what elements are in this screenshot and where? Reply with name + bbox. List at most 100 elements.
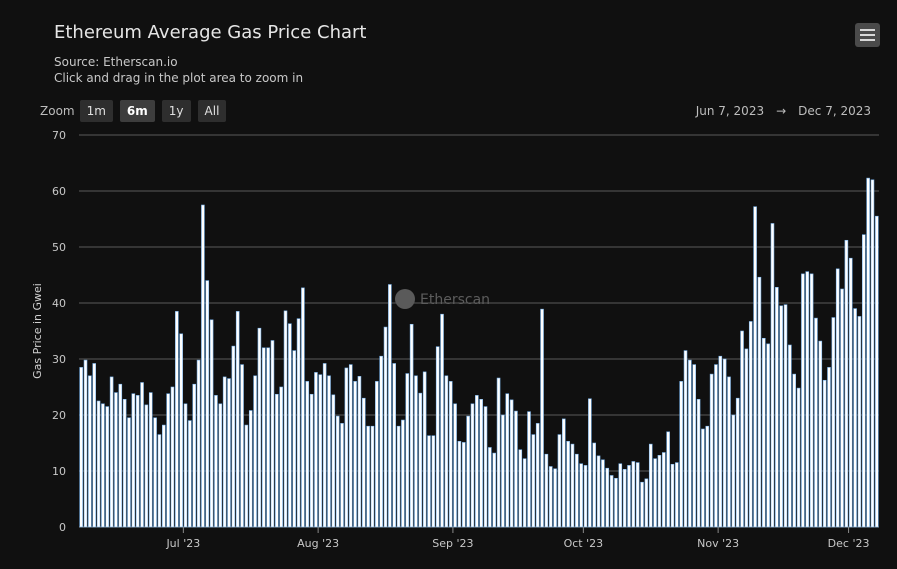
bar[interactable] bbox=[657, 455, 662, 528]
bar[interactable] bbox=[718, 355, 723, 528]
bar[interactable] bbox=[396, 425, 401, 528]
bar[interactable] bbox=[240, 364, 244, 528]
bar[interactable] bbox=[614, 477, 618, 528]
bar[interactable] bbox=[557, 434, 562, 528]
bar[interactable] bbox=[162, 424, 166, 528]
bar[interactable] bbox=[796, 387, 801, 528]
bar[interactable] bbox=[822, 379, 827, 528]
bar[interactable] bbox=[809, 273, 814, 528]
bar[interactable] bbox=[305, 381, 310, 528]
bar[interactable] bbox=[783, 304, 788, 528]
bar[interactable] bbox=[766, 343, 770, 528]
bar[interactable] bbox=[366, 425, 370, 528]
bar[interactable] bbox=[762, 337, 766, 528]
bar[interactable] bbox=[635, 462, 640, 528]
bar[interactable] bbox=[392, 363, 396, 528]
bar[interactable] bbox=[301, 287, 305, 528]
bar[interactable] bbox=[814, 317, 818, 528]
bar[interactable] bbox=[275, 393, 279, 528]
bar[interactable] bbox=[122, 399, 127, 528]
bar[interactable] bbox=[731, 414, 736, 528]
bar[interactable] bbox=[253, 375, 257, 528]
bar[interactable] bbox=[540, 308, 544, 528]
bar[interactable] bbox=[870, 179, 875, 528]
bar[interactable] bbox=[670, 463, 675, 528]
bar[interactable] bbox=[627, 465, 631, 528]
bar[interactable] bbox=[375, 381, 379, 528]
bar[interactable] bbox=[622, 469, 627, 528]
bar[interactable] bbox=[753, 206, 757, 528]
bar[interactable] bbox=[501, 414, 505, 528]
zoom-1m-button[interactable]: 1m bbox=[79, 100, 113, 122]
bar[interactable] bbox=[648, 443, 653, 528]
range-from-input[interactable]: Jun 7, 2023 bbox=[695, 104, 765, 118]
bar[interactable] bbox=[492, 452, 496, 528]
bar[interactable] bbox=[483, 406, 488, 528]
bar[interactable] bbox=[362, 397, 366, 528]
bar[interactable] bbox=[675, 462, 679, 528]
bar[interactable] bbox=[527, 411, 531, 528]
bar[interactable] bbox=[666, 431, 670, 528]
bar[interactable] bbox=[270, 340, 275, 528]
bar[interactable] bbox=[779, 305, 783, 528]
bar[interactable] bbox=[631, 461, 636, 528]
bar[interactable] bbox=[748, 321, 753, 528]
bar[interactable] bbox=[296, 318, 301, 528]
bar[interactable] bbox=[231, 345, 236, 528]
bar[interactable] bbox=[383, 326, 388, 528]
bar[interactable] bbox=[575, 453, 579, 528]
bar[interactable] bbox=[344, 367, 349, 528]
bar[interactable] bbox=[805, 271, 810, 528]
bar[interactable] bbox=[792, 373, 796, 528]
bar[interactable] bbox=[770, 223, 775, 528]
bar[interactable] bbox=[79, 367, 83, 528]
bar[interactable] bbox=[157, 434, 162, 528]
bar[interactable] bbox=[288, 323, 292, 528]
bar[interactable] bbox=[318, 374, 323, 528]
bar[interactable] bbox=[840, 288, 844, 528]
bar[interactable] bbox=[427, 435, 431, 528]
bar[interactable] bbox=[505, 393, 510, 528]
bar[interactable] bbox=[405, 373, 410, 528]
bar[interactable] bbox=[592, 442, 596, 528]
bar[interactable] bbox=[609, 475, 614, 528]
bar[interactable] bbox=[244, 424, 249, 528]
bar[interactable] bbox=[548, 466, 553, 528]
bar[interactable] bbox=[379, 355, 383, 528]
bar[interactable] bbox=[114, 392, 118, 528]
bar[interactable] bbox=[109, 376, 114, 528]
bar[interactable] bbox=[683, 350, 688, 528]
bar[interactable] bbox=[488, 447, 492, 528]
bar[interactable] bbox=[353, 381, 357, 528]
bar[interactable] bbox=[83, 359, 88, 528]
bar[interactable] bbox=[218, 403, 223, 528]
bar[interactable] bbox=[553, 468, 557, 528]
bar[interactable] bbox=[127, 417, 131, 528]
bar[interactable] bbox=[140, 382, 144, 528]
bar[interactable] bbox=[175, 311, 179, 528]
bar[interactable] bbox=[583, 465, 588, 528]
bar[interactable] bbox=[566, 441, 570, 528]
bar[interactable] bbox=[201, 204, 205, 528]
bar[interactable] bbox=[222, 376, 227, 528]
bar[interactable] bbox=[544, 453, 549, 528]
bar[interactable] bbox=[827, 367, 831, 528]
bar[interactable] bbox=[596, 455, 601, 528]
bar[interactable] bbox=[331, 394, 336, 528]
bar[interactable] bbox=[327, 375, 331, 528]
bar[interactable] bbox=[705, 425, 710, 528]
bar[interactable] bbox=[496, 377, 501, 528]
bar[interactable] bbox=[775, 287, 779, 528]
bar[interactable] bbox=[844, 239, 849, 528]
zoom-1y-button[interactable]: 1y bbox=[161, 100, 191, 122]
bar[interactable] bbox=[409, 323, 414, 528]
bar[interactable] bbox=[709, 373, 714, 528]
bar[interactable] bbox=[605, 467, 610, 528]
bar[interactable] bbox=[801, 273, 805, 528]
bar[interactable] bbox=[448, 381, 453, 528]
bar[interactable] bbox=[348, 364, 353, 528]
bar[interactable] bbox=[701, 428, 705, 528]
bar[interactable] bbox=[192, 383, 196, 528]
bar[interactable] bbox=[835, 268, 840, 528]
